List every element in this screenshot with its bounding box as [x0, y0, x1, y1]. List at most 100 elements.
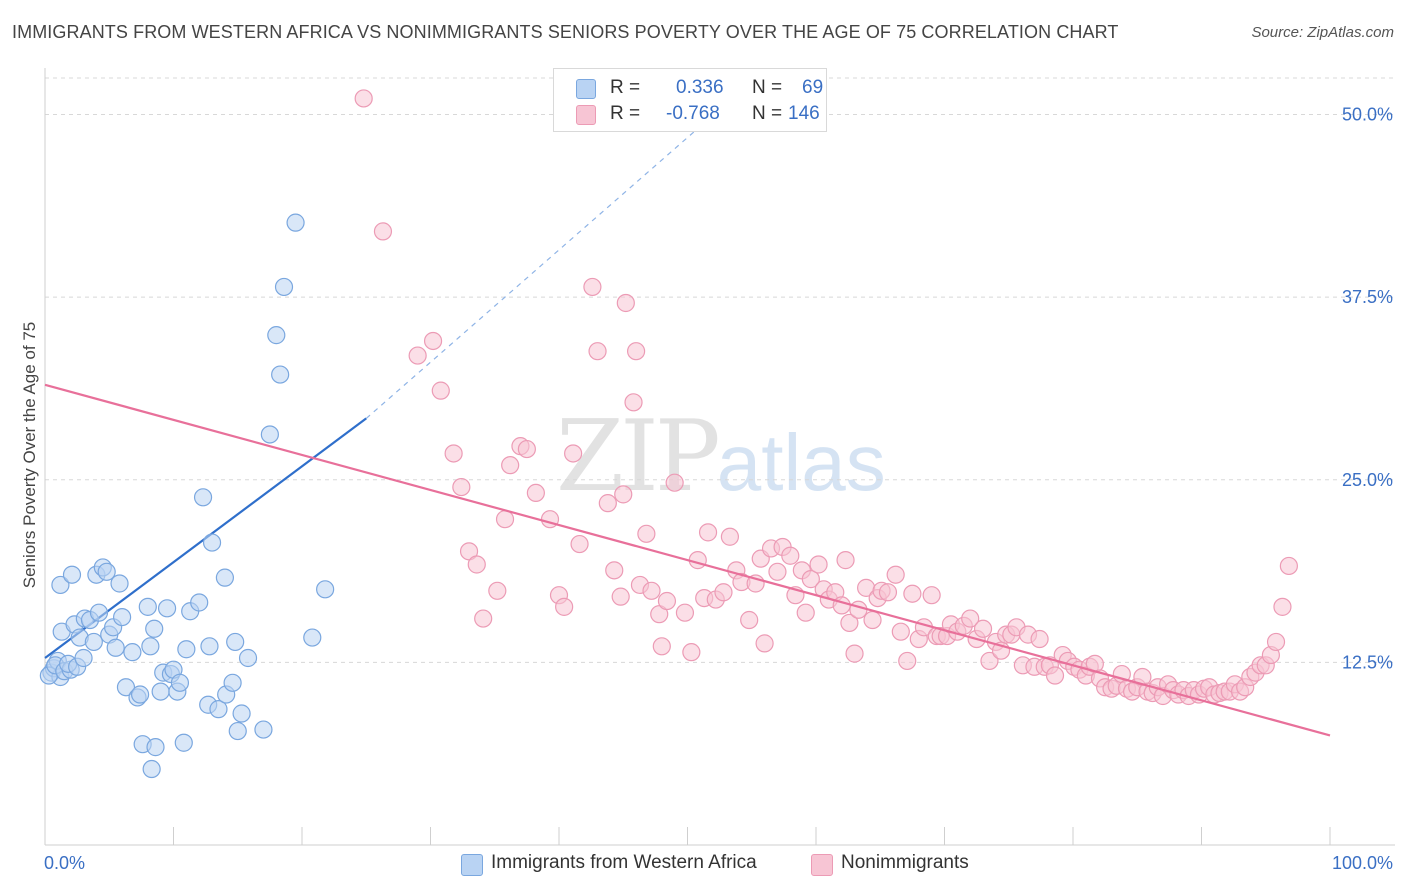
- source-credit[interactable]: Source: ZipAtlas.com: [1251, 24, 1394, 41]
- data-point-nonimmigrants: [980, 651, 999, 671]
- data-point-nonimmigrants: [652, 637, 671, 656]
- data-point-nonimmigrants: [688, 551, 707, 570]
- data-point-immigrants: [170, 673, 190, 692]
- data-point-nonimmigrants: [526, 483, 545, 503]
- data-point-nonimmigrants: [809, 555, 828, 574]
- data-point-immigrants: [157, 599, 177, 618]
- data-point-nonimmigrants: [973, 619, 993, 638]
- data-point-nonimmigrants: [373, 222, 393, 241]
- data-point-immigrants: [267, 326, 286, 345]
- trend-line-immigrants: [44, 92, 740, 659]
- y-tick-label: 37.5%: [1342, 287, 1393, 307]
- data-point-immigrants: [271, 365, 290, 384]
- data-point-nonimmigrants: [444, 444, 463, 463]
- grid-lines: [45, 77, 1395, 663]
- data-point-immigrants: [260, 425, 279, 444]
- data-point-nonimmigrants: [698, 523, 718, 542]
- data-point-nonimmigrants: [665, 473, 684, 492]
- data-point-nonimmigrants: [495, 510, 515, 529]
- data-point-immigrants: [174, 733, 193, 752]
- data-point-immigrants: [138, 597, 157, 616]
- data-point-immigrants: [62, 565, 82, 584]
- data-point-immigrants: [254, 720, 273, 739]
- data-point-nonimmigrants: [637, 524, 656, 543]
- x-tick-label: 100.0%: [1332, 853, 1393, 873]
- data-point-immigrants: [177, 640, 196, 659]
- data-point-nonimmigrants: [903, 584, 922, 603]
- data-point-nonimmigrants: [611, 587, 630, 606]
- legend-label-immigrants: Immigrants from Western Africa: [491, 852, 757, 873]
- data-point-immigrants: [145, 619, 164, 638]
- data-point-immigrants: [89, 603, 109, 622]
- data-point-immigrants: [84, 632, 103, 652]
- data-point-immigrants: [141, 637, 160, 656]
- legend-n-label: N =: [752, 77, 783, 98]
- legend-n-label: N =: [752, 103, 783, 124]
- data-point-nonimmigrants: [488, 581, 507, 600]
- data-point-immigrants: [112, 607, 132, 627]
- series-nonimmigrants-points: [354, 89, 1298, 706]
- data-point-nonimmigrants: [898, 651, 917, 671]
- legend-swatch-pink: [576, 105, 596, 125]
- series-immigrants-points: [39, 213, 335, 779]
- data-point-nonimmigrants: [408, 346, 427, 365]
- data-point-nonimmigrants: [564, 444, 583, 463]
- legend-swatch-blue: [576, 79, 596, 99]
- legend-swatch-pink: [811, 854, 833, 876]
- trend-line-solid: [44, 383, 1331, 737]
- data-point-nonimmigrants: [675, 603, 695, 622]
- data-point-immigrants: [226, 632, 245, 652]
- data-point-nonimmigrants: [781, 546, 800, 565]
- data-point-immigrants: [303, 628, 322, 647]
- data-point-immigrants: [130, 685, 150, 704]
- data-point-nonimmigrants: [605, 561, 624, 580]
- data-point-nonimmigrants: [849, 600, 868, 619]
- data-point-nonimmigrants: [626, 342, 646, 361]
- data-point-immigrants: [200, 637, 219, 656]
- data-point-nonimmigrants: [714, 583, 733, 602]
- data-point-nonimmigrants: [588, 342, 607, 361]
- data-point-immigrants: [74, 648, 93, 668]
- data-point-immigrants: [123, 643, 142, 662]
- tick-labels: 12.5% 25.0% 37.5% 50.0% 0.0% 100.0%: [44, 105, 1393, 873]
- data-point-nonimmigrants: [452, 477, 471, 497]
- legend-r-label: R =: [610, 77, 641, 98]
- data-point-immigrants: [232, 704, 251, 723]
- data-point-nonimmigrants: [570, 534, 589, 554]
- data-point-immigrants: [110, 574, 129, 593]
- data-point-nonimmigrants: [796, 603, 815, 622]
- data-point-immigrants: [146, 738, 165, 757]
- data-point-immigrants: [202, 533, 222, 552]
- data-point-immigrants: [97, 562, 116, 581]
- data-point-nonimmigrants: [616, 293, 635, 313]
- data-point-nonimmigrants: [1045, 666, 1065, 685]
- data-point-nonimmigrants: [886, 565, 905, 584]
- data-point-nonimmigrants: [845, 644, 864, 663]
- data-point-nonimmigrants: [614, 485, 633, 504]
- legend-label-nonimmigrants: Nonimmigrants: [841, 852, 969, 873]
- data-point-nonimmigrants: [501, 456, 520, 475]
- x-tick-label: 0.0%: [44, 853, 85, 873]
- data-point-nonimmigrants: [555, 597, 574, 616]
- data-point-nonimmigrants: [840, 613, 859, 633]
- data-point-nonimmigrants: [431, 381, 450, 400]
- legend-swatch-blue: [461, 854, 483, 876]
- correlation-legend: R = 0.336 N = 69 R = -0.768 N = 146: [553, 68, 827, 132]
- data-point-nonimmigrants: [755, 634, 774, 653]
- data-point-nonimmigrants: [1273, 597, 1292, 616]
- data-point-immigrants: [228, 721, 247, 741]
- data-point-immigrants: [238, 648, 258, 668]
- data-point-nonimmigrants: [863, 610, 882, 630]
- data-point-nonimmigrants: [961, 609, 980, 628]
- data-point-nonimmigrants: [474, 609, 493, 628]
- data-point-nonimmigrants: [1030, 629, 1049, 649]
- axes: [44, 68, 1395, 846]
- data-point-nonimmigrants: [1279, 556, 1298, 576]
- legend-r-value: -0.768: [666, 103, 720, 124]
- y-tick-label: 12.5%: [1342, 652, 1393, 672]
- data-point-immigrants: [223, 673, 242, 692]
- data-point-nonimmigrants: [598, 494, 617, 513]
- data-point-nonimmigrants: [878, 583, 898, 602]
- data-point-nonimmigrants: [801, 570, 820, 589]
- data-point-immigrants: [106, 638, 125, 657]
